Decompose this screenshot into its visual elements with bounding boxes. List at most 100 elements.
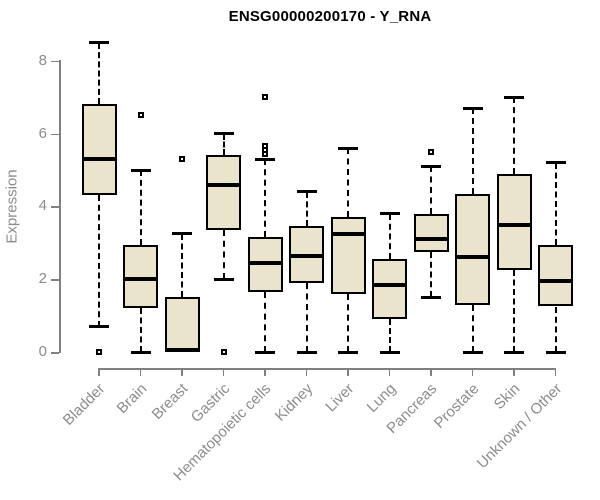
lower-whisker-cap — [379, 350, 400, 354]
lower-whisker-line — [98, 195, 100, 327]
lower-whisker-line — [388, 319, 391, 352]
upper-whisker-line — [388, 213, 391, 260]
median-line — [247, 260, 283, 265]
lower-whisker-cap — [421, 295, 441, 299]
y-axis-line — [59, 59, 61, 353]
upper-whisker-line — [430, 166, 432, 214]
y-axis-tick — [51, 60, 59, 63]
upper-whisker-line — [139, 170, 142, 245]
y-axis-tick — [51, 352, 59, 354]
upper-whisker-line — [264, 159, 266, 238]
lower-whisker-cap — [338, 350, 358, 354]
lower-whisker-cap — [213, 277, 234, 281]
x-category-label: Unknown / Other — [473, 380, 565, 472]
lower-whisker-line — [554, 306, 557, 352]
outlier-point — [262, 94, 268, 101]
x-axis-tick — [347, 368, 349, 376]
box-gastric — [206, 155, 241, 231]
box-breast — [164, 297, 200, 352]
lower-whisker-line — [471, 304, 474, 352]
box-prostate — [455, 193, 490, 305]
lower-whisker-line — [222, 230, 225, 280]
upper-whisker-line — [222, 133, 225, 156]
box-liver — [330, 217, 366, 294]
y-tick-label: 6 — [38, 124, 47, 142]
x-axis-tick — [471, 368, 474, 376]
median-line — [289, 253, 324, 258]
lower-whisker-line — [305, 282, 308, 352]
upper-whisker-cap — [504, 95, 524, 99]
lower-whisker-line — [347, 293, 349, 352]
x-axis-tick — [98, 368, 100, 376]
upper-whisker-cap — [213, 132, 234, 136]
x-axis-tick — [554, 368, 557, 376]
median-line — [330, 231, 366, 236]
upper-whisker-cap — [462, 106, 483, 110]
y-axis-tick — [51, 133, 59, 136]
upper-whisker-cap — [255, 157, 275, 161]
y-tick-label: 2 — [38, 270, 47, 288]
median-line — [81, 157, 117, 162]
y-tick-label: 0 — [38, 343, 47, 360]
median-line — [164, 348, 200, 353]
x-axis-tick — [430, 368, 432, 376]
x-axis-tick — [264, 368, 266, 376]
outlier-point — [428, 148, 434, 155]
upper-whisker-line — [554, 162, 557, 245]
box-lung — [372, 259, 407, 320]
x-axis-tick — [305, 368, 308, 376]
upper-whisker-line — [305, 191, 308, 227]
chart-title: ENSG00000200170 - Y_RNA — [228, 8, 432, 25]
outlier-point — [220, 349, 227, 355]
lower-whisker-cap — [255, 350, 275, 354]
median-line — [206, 182, 241, 187]
median-line — [123, 277, 158, 282]
upper-whisker-cap — [338, 146, 358, 150]
outlier-point — [137, 112, 144, 119]
median-line — [538, 279, 573, 284]
lower-whisker-cap — [462, 350, 483, 354]
outlier-point — [179, 156, 185, 163]
upper-whisker-line — [471, 108, 474, 194]
x-axis-tick — [222, 368, 225, 376]
median-line — [413, 237, 449, 242]
lower-whisker-cap — [89, 325, 109, 329]
upper-whisker-line — [181, 233, 183, 298]
box-pancreas — [413, 213, 449, 252]
upper-whisker-cap — [421, 164, 441, 168]
y-axis-tick — [51, 206, 59, 208]
upper-whisker-line — [98, 42, 100, 105]
lower-whisker-cap — [504, 350, 524, 354]
upper-whisker-line — [347, 148, 349, 218]
x-axis-tick — [513, 368, 515, 376]
outlier-point — [96, 349, 102, 355]
x-axis-tick — [139, 368, 142, 376]
box-brain — [123, 244, 158, 309]
box-bladder — [81, 104, 117, 196]
x-axis-line — [98, 368, 557, 370]
upper-whisker-cap — [296, 190, 317, 194]
lower-whisker-line — [430, 251, 432, 298]
x-axis-tick — [181, 368, 183, 376]
y-tick-label: 4 — [38, 197, 47, 215]
y-axis-tick — [51, 279, 59, 281]
median-line — [455, 255, 490, 260]
box-skin — [496, 173, 532, 271]
lower-whisker-cap — [296, 350, 317, 354]
lower-whisker-cap — [545, 350, 566, 354]
upper-whisker-cap — [172, 232, 192, 236]
lower-whisker-cap — [130, 350, 151, 354]
upper-whisker-cap — [89, 41, 109, 45]
median-line — [496, 222, 532, 227]
upper-whisker-line — [513, 97, 515, 174]
upper-whisker-cap — [379, 212, 400, 216]
lower-whisker-line — [513, 270, 515, 352]
upper-whisker-cap — [130, 168, 151, 172]
upper-whisker-cap — [545, 161, 566, 165]
lower-whisker-line — [139, 308, 142, 352]
x-axis-tick — [388, 368, 391, 376]
median-line — [372, 282, 407, 287]
outlier-point — [262, 150, 268, 157]
y-tick-label: 8 — [38, 51, 47, 69]
